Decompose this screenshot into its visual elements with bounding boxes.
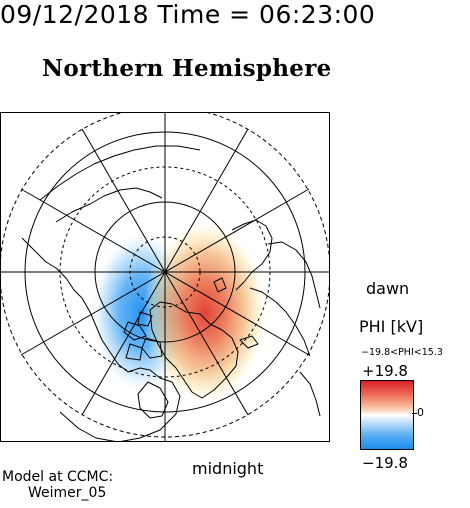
meridians bbox=[0, 112, 330, 442]
model-credit-line2: Weimer_05 bbox=[28, 485, 107, 501]
model-credit-line1: Model at CCMC: bbox=[2, 469, 114, 485]
date-time-title: 09/12/2018 Time = 06:23:00 bbox=[0, 0, 376, 29]
positive-potential-cell bbox=[143, 220, 267, 404]
colorbar-min-label: −19.8 bbox=[362, 454, 408, 472]
midnight-label: midnight bbox=[192, 459, 264, 478]
colorbar-range: −19.8<PHI<15.3 bbox=[361, 347, 443, 358]
colorbar bbox=[360, 380, 414, 450]
hemisphere-title: Northern Hemisphere bbox=[42, 55, 332, 82]
colorbar-max-label: +19.8 bbox=[362, 362, 408, 380]
map-border bbox=[0, 112, 330, 442]
dawn-label: dawn bbox=[366, 279, 410, 298]
polar-map bbox=[0, 112, 330, 442]
colorbar-zero-label: 0 bbox=[417, 406, 424, 419]
colorbar-zero-tick bbox=[412, 413, 417, 414]
colorbar-title: PHI [kV] bbox=[359, 317, 424, 336]
